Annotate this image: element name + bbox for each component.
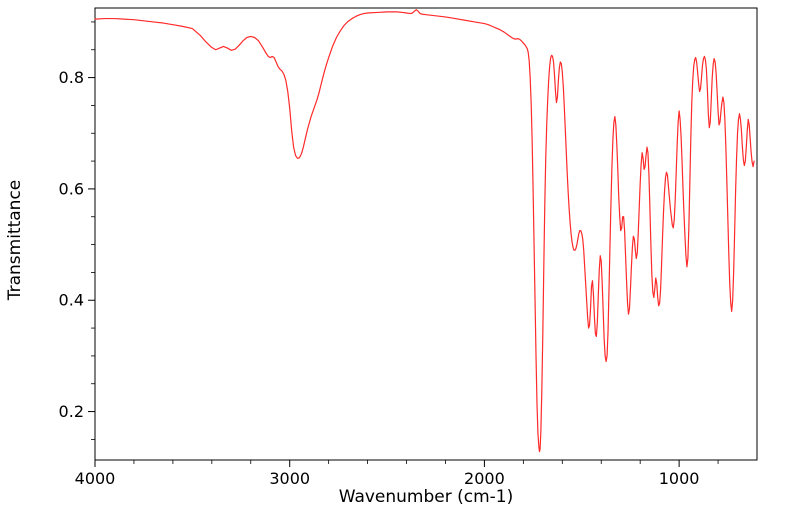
y-tick-label: 0.4 [59,291,84,310]
x-axis-label: Wavenumber (cm-1) [338,487,514,507]
x-tick-label: 2000 [464,469,505,488]
y-tick-label: 0.6 [59,179,84,198]
x-tick-label: 1000 [659,469,700,488]
x-tick-label: 4000 [75,469,116,488]
spectrum-line [94,9,755,453]
y-tick-label: 0.8 [59,68,84,87]
x-tick-label: 3000 [269,469,310,488]
plot-frame [94,7,758,461]
y-axis-label: Transmittance [5,179,25,301]
y-tick-label: 0.2 [59,402,84,421]
